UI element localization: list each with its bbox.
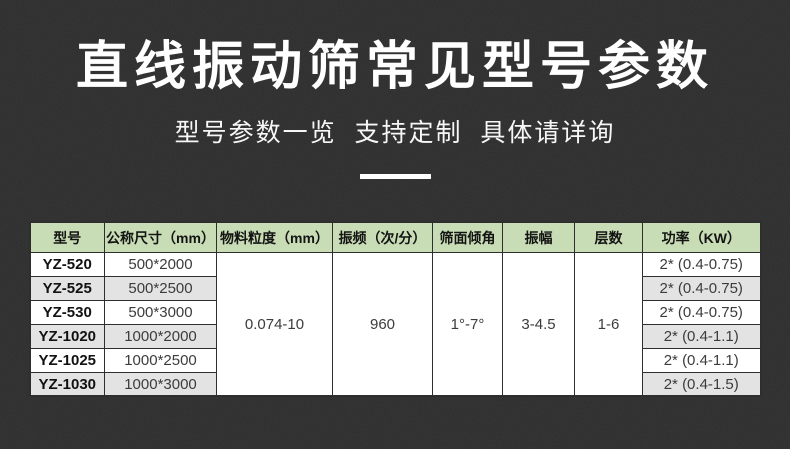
particle-size-merged-cell: 0.074-10 bbox=[216, 251, 333, 397]
size-cell: 500*3000 bbox=[104, 299, 217, 325]
title-divider bbox=[359, 174, 431, 180]
model-cell: YZ-1020 bbox=[29, 323, 105, 349]
model-cell: YZ-530 bbox=[29, 299, 105, 325]
column-header-incline: 筛面倾角 bbox=[432, 221, 503, 253]
column-header-power: 功率（KW） bbox=[642, 221, 761, 253]
power-cell: 2* (0.4-1.1) bbox=[642, 323, 761, 349]
power-cell: 2* (0.4-1.5) bbox=[642, 371, 761, 397]
column-header-particle-size: 物料粒度（mm） bbox=[216, 221, 333, 253]
column-header-nominal-size: 公称尺寸（mm） bbox=[104, 221, 217, 253]
spec-table: 型号 公称尺寸（mm） 物料粒度（mm） 振频（次/分） 筛面倾角 振幅 层数 … bbox=[28, 221, 762, 398]
page-content: 直线振动筛常见型号参数 型号参数一览 支持定制 具体请详询 型号 公称尺寸（mm… bbox=[0, 0, 790, 398]
power-cell: 2* (0.4-0.75) bbox=[642, 275, 761, 301]
spec-table-body: YZ-520 500*2000 0.074-10 960 1°-7° 3-4.5… bbox=[29, 251, 761, 397]
column-header-model: 型号 bbox=[29, 221, 105, 253]
size-cell: 1000*3000 bbox=[104, 371, 217, 397]
column-header-frequency: 振频（次/分） bbox=[332, 221, 433, 253]
page-title: 直线振动筛常见型号参数 bbox=[75, 38, 714, 96]
size-cell: 500*2500 bbox=[104, 275, 217, 301]
table-row: YZ-520 500*2000 0.074-10 960 1°-7° 3-4.5… bbox=[29, 251, 761, 397]
model-cell: YZ-1030 bbox=[29, 371, 105, 397]
power-cell: 2* (0.4-1.1) bbox=[642, 347, 761, 373]
column-header-layers: 层数 bbox=[574, 221, 643, 253]
model-cell: YZ-520 bbox=[29, 251, 105, 277]
amplitude-merged-cell: 3-4.5 bbox=[502, 251, 575, 397]
frequency-merged-cell: 960 bbox=[332, 251, 433, 397]
size-cell: 1000*2000 bbox=[104, 323, 217, 349]
incline-merged-cell: 1°-7° bbox=[432, 251, 503, 397]
power-cell: 2* (0.4-0.75) bbox=[642, 251, 761, 277]
model-cell: YZ-525 bbox=[29, 275, 105, 301]
power-cell: 2* (0.4-0.75) bbox=[642, 299, 761, 325]
size-cell: 1000*2500 bbox=[104, 347, 217, 373]
hero-section: 直线振动筛常见型号参数 型号参数一览 支持定制 具体请详询 bbox=[0, 0, 790, 180]
column-header-amplitude: 振幅 bbox=[502, 221, 575, 253]
layers-merged-cell: 1-6 bbox=[574, 251, 643, 397]
page-subtitle: 型号参数一览 支持定制 具体请详询 bbox=[174, 119, 616, 148]
header-row: 型号 公称尺寸（mm） 物料粒度（mm） 振频（次/分） 筛面倾角 振幅 层数 … bbox=[29, 221, 761, 253]
model-cell: YZ-1025 bbox=[29, 347, 105, 373]
spec-table-header: 型号 公称尺寸（mm） 物料粒度（mm） 振频（次/分） 筛面倾角 振幅 层数 … bbox=[29, 221, 761, 253]
size-cell: 500*2000 bbox=[104, 251, 217, 277]
